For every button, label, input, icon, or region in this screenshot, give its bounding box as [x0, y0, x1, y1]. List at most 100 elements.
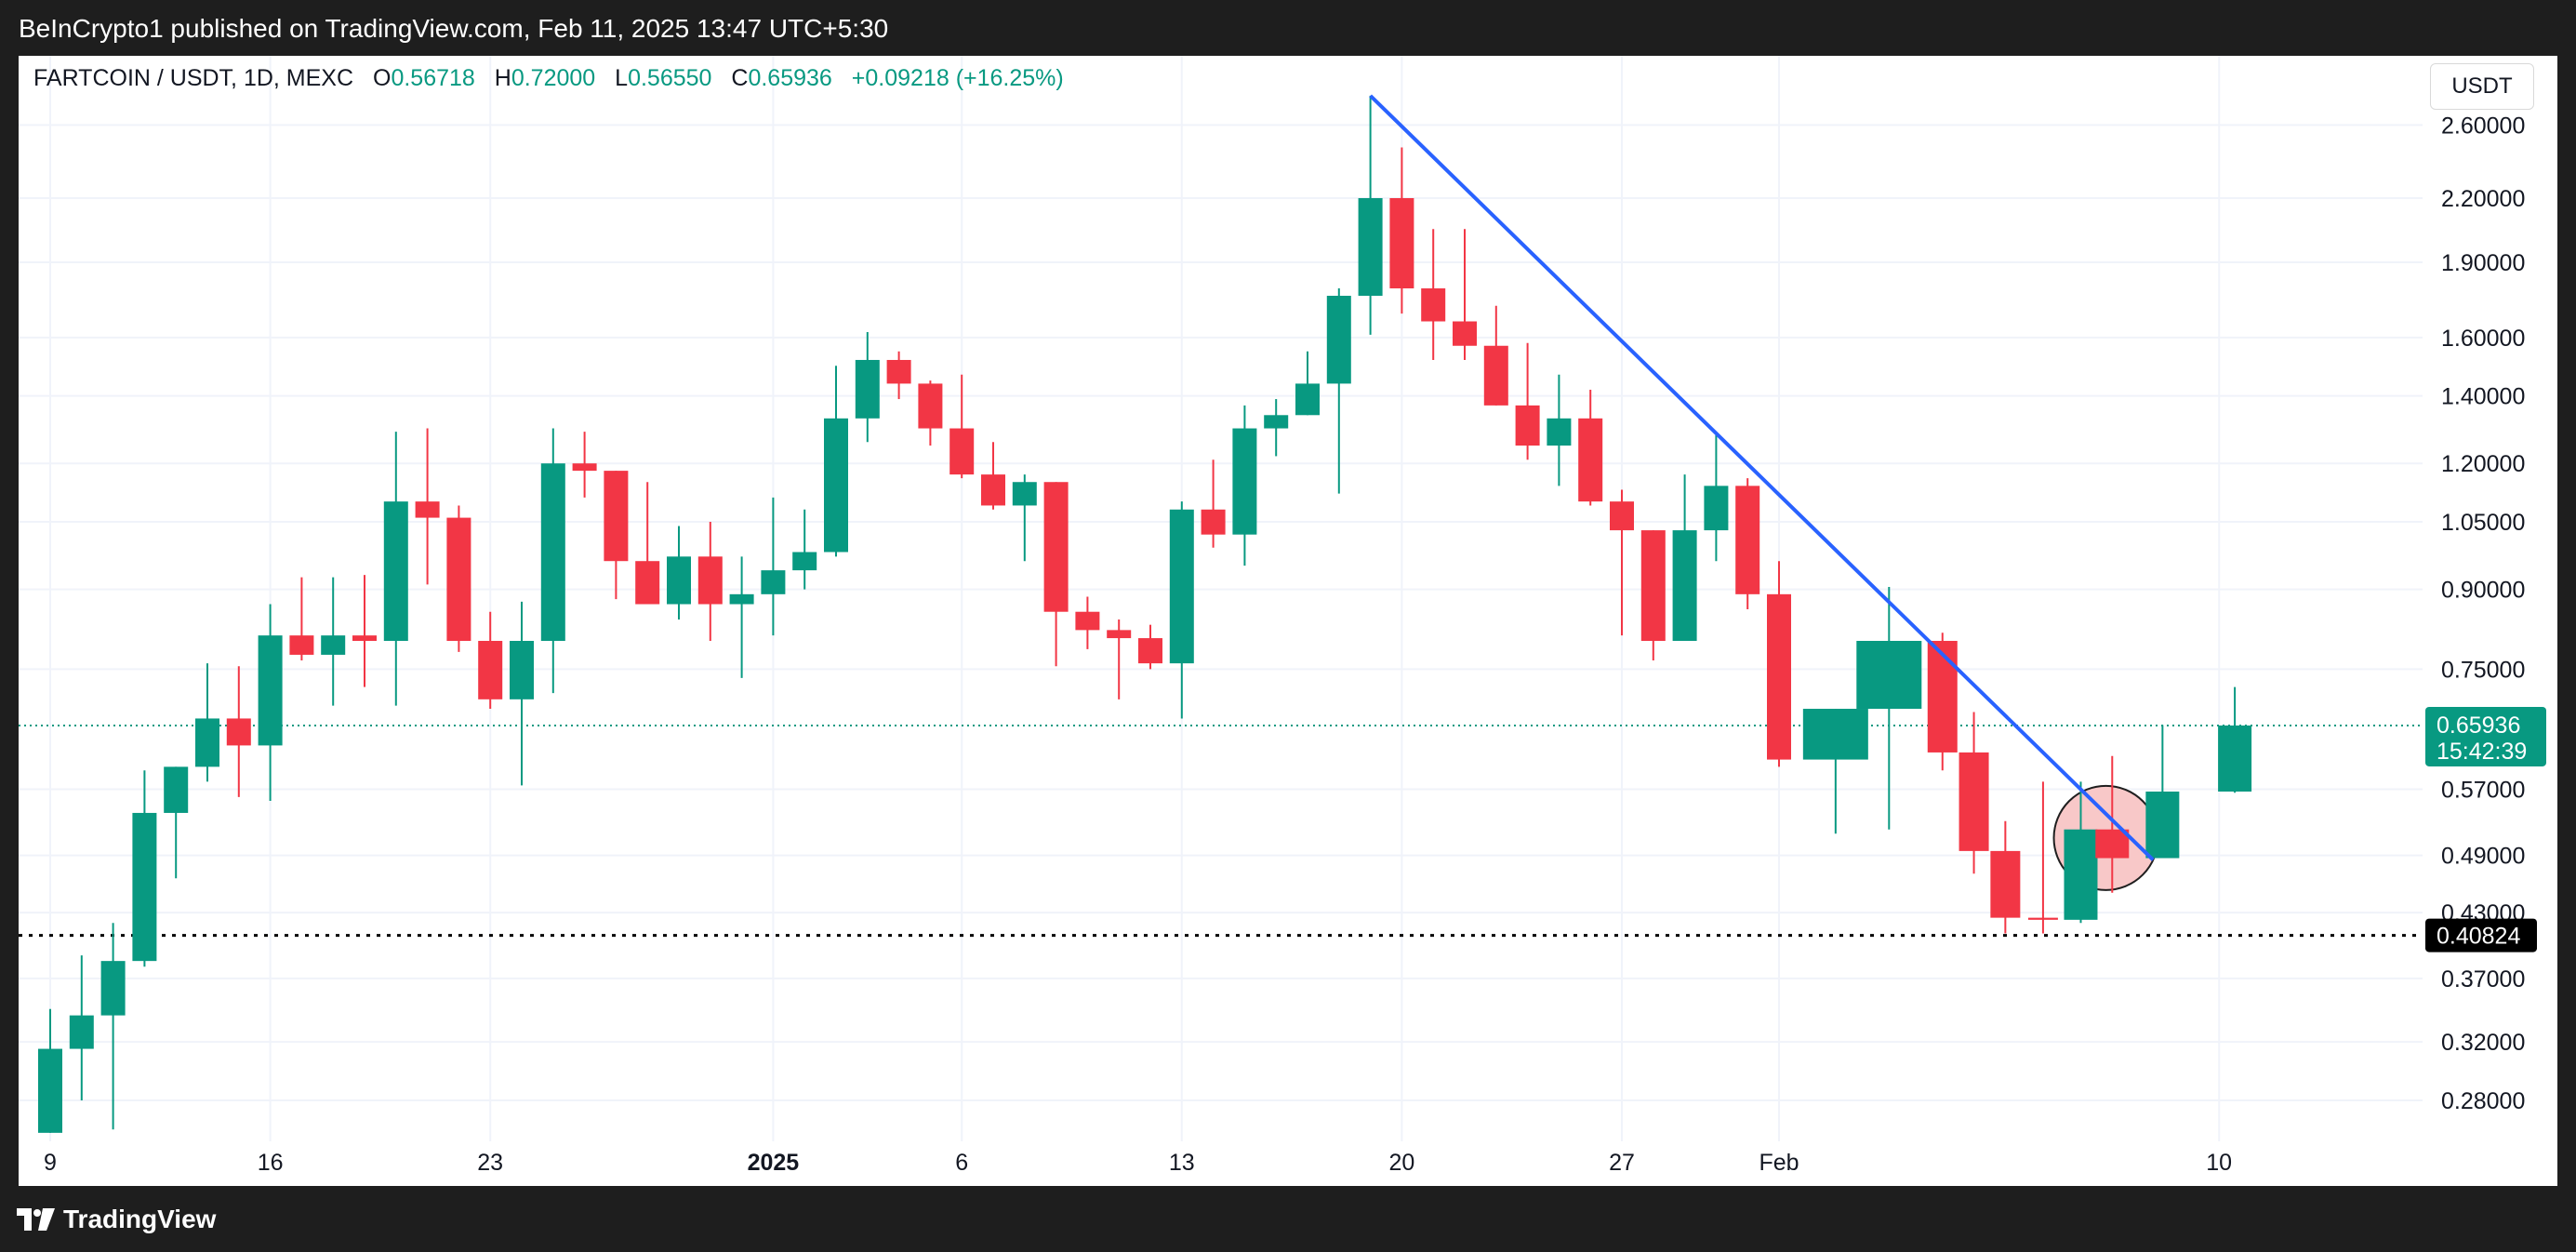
candle-down — [2028, 781, 2058, 933]
candle-body — [1295, 383, 1320, 415]
y-tick-label: 0.32000 — [2441, 1030, 2525, 1056]
candle-down — [635, 482, 659, 604]
candle-down — [1484, 306, 1508, 406]
trendline-drawing[interactable] — [1371, 96, 2154, 860]
published-info: BeInCrypto1 published on TradingView.com… — [19, 14, 888, 44]
x-tick-label: 9 — [44, 1150, 57, 1176]
candle-body — [949, 429, 974, 475]
candle-body — [1075, 612, 1099, 631]
candle-down — [1453, 229, 1477, 360]
x-tick-label: 27 — [1609, 1150, 1635, 1176]
open-label: O — [373, 65, 391, 91]
candle-up — [70, 955, 94, 1100]
candle-down — [1075, 596, 1099, 648]
candle-down — [1421, 229, 1445, 360]
candle-body — [1138, 638, 1162, 663]
candle-up — [1170, 501, 1194, 718]
candle-down — [1641, 530, 1666, 660]
candle-body — [2064, 830, 2097, 920]
candle-down — [1389, 148, 1414, 314]
candle-body — [384, 501, 408, 641]
candle-down — [1516, 343, 1540, 460]
y-tick-label: 0.37000 — [2441, 966, 2525, 992]
candle-up — [730, 556, 754, 678]
candle-down — [1578, 390, 1602, 505]
candle-up — [2218, 687, 2251, 793]
x-tick-label: 13 — [1169, 1150, 1195, 1176]
candle-up — [132, 770, 156, 966]
tradingview-logo[interactable]: TradingView — [17, 1205, 216, 1234]
candle-body — [1767, 594, 1791, 760]
candle-body — [1641, 530, 1666, 641]
candle-up — [1704, 435, 1728, 561]
candle-body — [227, 718, 251, 745]
x-tick-label: 10 — [2206, 1150, 2232, 1176]
tradingview-logo-icon — [17, 1208, 56, 1231]
x-tick-label: 6 — [955, 1150, 968, 1176]
price-tag-countdown: 15:42:39 — [2437, 739, 2527, 765]
candle-up — [824, 366, 848, 556]
candle-body — [2028, 918, 2058, 920]
candle-body — [1170, 510, 1194, 663]
candle-body — [824, 419, 848, 553]
candle-down — [1735, 478, 1759, 609]
candle-down — [1959, 712, 1989, 873]
currency-button[interactable]: USDT — [2430, 63, 2534, 110]
ohlc-legend: FARTCOIN / USDT, 1D, MEXC O0.56718 H0.72… — [33, 65, 1064, 92]
candle-body — [761, 570, 785, 594]
close-value: 0.65936 — [748, 65, 831, 91]
candle-up — [384, 432, 408, 705]
symbol-label[interactable]: FARTCOIN / USDT, 1D, MEXC — [33, 65, 353, 91]
candle-body — [1389, 198, 1414, 288]
candle-body — [416, 501, 440, 517]
footer-bar: TradingView — [0, 1186, 2576, 1252]
candle-body — [1547, 419, 1571, 446]
candle-body — [1735, 486, 1759, 593]
candle-body — [164, 766, 188, 813]
candle-down — [949, 375, 974, 478]
x-tick-label: 20 — [1388, 1150, 1414, 1176]
candle-body — [667, 556, 691, 604]
candle-up — [321, 578, 345, 706]
candle-up — [541, 429, 565, 694]
chart-panel[interactable]: 2.60000 2.20000 1.90000 1.60000 1.40000 1.200… — [19, 56, 2557, 1186]
candle-body — [1959, 753, 1989, 851]
y-tick-label: 0.49000 — [2441, 844, 2525, 870]
candle-body — [1202, 510, 1226, 535]
candle-body — [1484, 346, 1508, 406]
change-value: +0.09218 (+16.25%) — [852, 65, 1064, 91]
candle-body — [1673, 530, 1697, 641]
candle-up — [259, 605, 283, 802]
candle-body — [2218, 726, 2251, 792]
candle-body — [446, 518, 471, 641]
high-value: 0.72000 — [511, 65, 595, 91]
candlestick-chart[interactable]: 2.60000 2.20000 1.90000 1.60000 1.40000 1.200… — [19, 56, 2557, 1186]
candle-body — [1453, 322, 1477, 346]
x-tick-label: Feb — [1759, 1150, 1799, 1176]
candle-body — [1327, 296, 1351, 383]
candle-body — [635, 561, 659, 604]
candle-body — [1107, 630, 1131, 638]
candle-up — [195, 663, 219, 781]
candle-up — [667, 526, 691, 619]
price-tag-value: 0.65936 — [2437, 713, 2520, 739]
candle-down — [918, 380, 942, 446]
candle-up — [1013, 474, 1037, 561]
candle-up — [1295, 352, 1320, 416]
candle-body — [1013, 482, 1037, 505]
axes: 2.60000 2.20000 1.90000 1.60000 1.40000 1.200… — [44, 113, 2546, 1176]
low-value: 0.56550 — [628, 65, 711, 91]
candle-body — [856, 360, 880, 419]
candle-down — [1202, 460, 1226, 547]
candle-body — [2145, 792, 2179, 859]
candle-body — [101, 961, 126, 1015]
candle-body — [918, 383, 942, 428]
candle-body — [1232, 429, 1256, 535]
candle-body — [604, 471, 628, 561]
candle-body — [1421, 288, 1445, 321]
support-price-tag: 0.40824 — [2425, 919, 2537, 952]
open-value: 0.56718 — [391, 65, 474, 91]
y-tick-label: 2.60000 — [2441, 113, 2525, 139]
candle-body — [259, 635, 283, 745]
